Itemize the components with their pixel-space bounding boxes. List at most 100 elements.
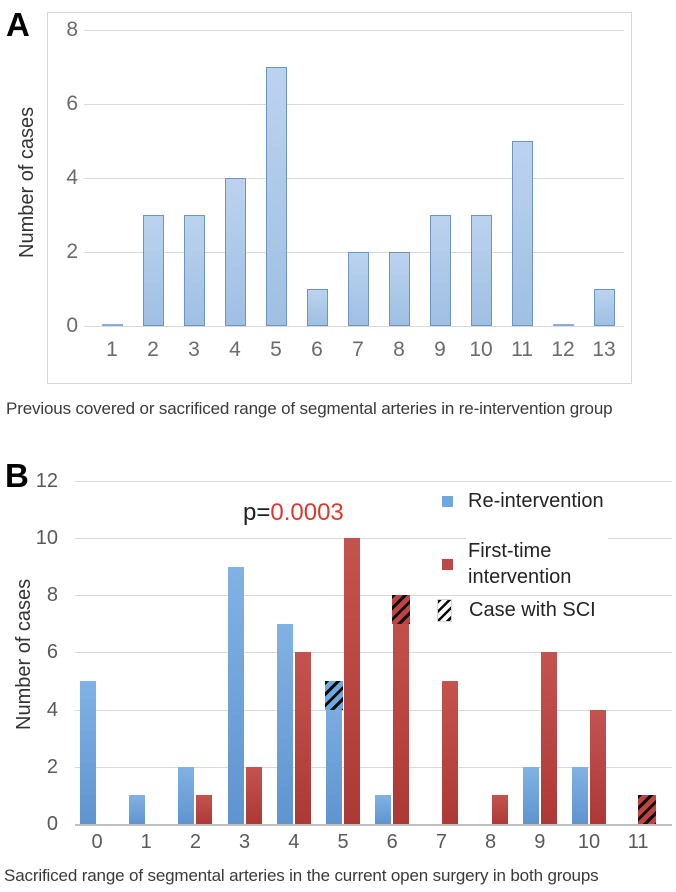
panel-a-label: A [6,6,30,43]
bar-b-firsttime-2 [196,795,213,824]
bar-b-firsttime-6 [393,595,410,824]
bar-b-reintervention-6 [375,795,392,824]
p-value: 0.0003 [270,499,344,526]
bar-a-10 [471,215,492,326]
bar-a-5 [266,67,287,326]
panel-a-y-tick-label: 0 [66,314,78,337]
panel-b-gridline [75,766,672,768]
panel-b-x-tick-label: 3 [239,831,251,853]
bar-a-2 [143,215,164,326]
legend-label-case-with-sci: Case with SCI [467,597,598,623]
panel-a-y-tick-label: 2 [66,240,78,263]
panel-a-x-tick-label: 10 [469,338,493,361]
panel-b-x-tick-label: 4 [288,831,300,853]
panel-b-y-tick-label: 4 [46,698,58,721]
panel-a-x-tick-label: 1 [106,338,118,361]
bar-b-reintervention-4 [276,623,293,824]
panel-b-x-tick-label: 8 [485,831,497,853]
bar-a-6 [307,289,328,326]
sci-hatch-firsttime-11 [638,795,657,824]
panel-a-x-tick-label: 12 [551,338,575,361]
bar-b-reintervention-5 [326,681,342,824]
panel-a-x-tick-label: 9 [434,338,446,361]
bar-a-13 [594,289,615,326]
panel-b-gridline [75,709,672,711]
p-value-annotation: p=0.0003 [243,499,344,527]
legend-label-reintervention: Re-intervention [466,488,606,514]
panel-b-gridline [75,538,672,539]
legend-item-reintervention: Re-intervention [442,488,606,514]
panel-a-x-axis-caption: Previous covered or sacrificed range of … [6,399,613,418]
bar-b-firsttime-4 [294,652,311,824]
panel-b-y-tick-label: 2 [46,755,58,778]
panel-b-x-tick-label: 6 [386,831,398,853]
panel-a-x-tick-label: 7 [352,338,364,361]
panel-b-x-tick-label: 7 [435,831,447,853]
bar-b-firsttime-7 [442,681,459,824]
legend-item-case-with-sci: Case with SCI [437,597,598,623]
panel-b-x-tick-label: 5 [337,831,349,853]
bar-b-reintervention-1 [129,795,146,824]
panel-a-plot-border [47,12,632,384]
panel-a-gridline [84,104,624,105]
panel-b-gridline [75,480,672,482]
panel-a-x-tick-label: 4 [229,338,241,361]
bar-a-9 [430,215,451,326]
panel-b-x-tick-label: 9 [534,831,546,853]
bar-b-reintervention-3 [227,566,244,824]
panel-b-x-tick-label: 0 [91,831,103,853]
panel-a-x-tick-label: 13 [592,338,616,361]
panel-a-y-tick-label: 4 [66,166,78,189]
p-value-prefix: p= [243,499,271,526]
panel-b-gridline [75,595,672,597]
panel-b-gridline [75,824,672,826]
bar-b-reintervention-0 [80,681,96,824]
panel-a-x-tick-label: 8 [393,338,405,361]
panel-a-x-tick-label: 5 [270,338,282,361]
bar-a-12 [553,324,574,326]
panel-b-y-tick-label: 8 [46,584,58,607]
bar-b-firsttime-10 [590,709,606,824]
bar-a-8 [389,252,410,326]
bar-a-3 [184,215,205,326]
panel-a-gridline [84,30,624,31]
panel-a-y-tick-label: 8 [66,18,78,41]
panel-b-y-tick-label: 12 [35,469,58,492]
sci-hatch-reintervention-5 [325,681,343,710]
bar-a-4 [225,178,246,326]
panel-a-x-tick-label: 11 [511,338,533,361]
legend-label-first-time-intervention: First-time intervention [466,538,608,590]
bar-b-firsttime-8 [491,795,508,824]
bar-a-7 [348,252,369,326]
bar-b-firsttime-3 [245,766,262,824]
panel-b-y-tick-label: 0 [46,813,58,835]
bar-a-1 [102,324,123,326]
bar-b-reintervention-2 [178,766,195,824]
panel-b-x-tick-label: 2 [189,831,201,853]
panel-b-x-tick-label: 10 [577,831,601,853]
hatch-square-icon [437,598,452,622]
bar-b-reintervention-10 [572,766,588,824]
bar-b-firsttime-5 [344,538,360,824]
panel-b-gridline [75,652,672,654]
panel-a-y-tick-label: 6 [66,92,78,115]
panel-a-x-tick-label: 2 [147,338,159,361]
blue-square-icon [442,495,453,507]
bar-b-reintervention-9 [522,766,539,824]
sci-hatch-firsttime-6 [392,595,411,624]
bar-a-11 [512,141,533,326]
panel-b-label: B [5,457,29,494]
panel-b-x-axis-caption: Sacrificed range of segmental arteries i… [4,866,599,885]
panel-b-y-tick-label: 6 [46,641,58,664]
panel-b-y-tick-label: 10 [35,527,58,549]
legend-item-first-time-intervention: First-time intervention [442,538,608,590]
panel-a-x-tick-label: 6 [311,338,323,361]
bar-b-firsttime-9 [540,652,557,824]
panel-a-x-tick-label: 3 [188,338,200,361]
panel-b-x-tick-label: 11 [627,831,649,853]
panel-a-gridline [84,178,624,179]
panel-a-gridline [84,326,624,327]
panel-b-x-tick-label: 1 [140,831,152,853]
red-square-icon [442,558,453,570]
